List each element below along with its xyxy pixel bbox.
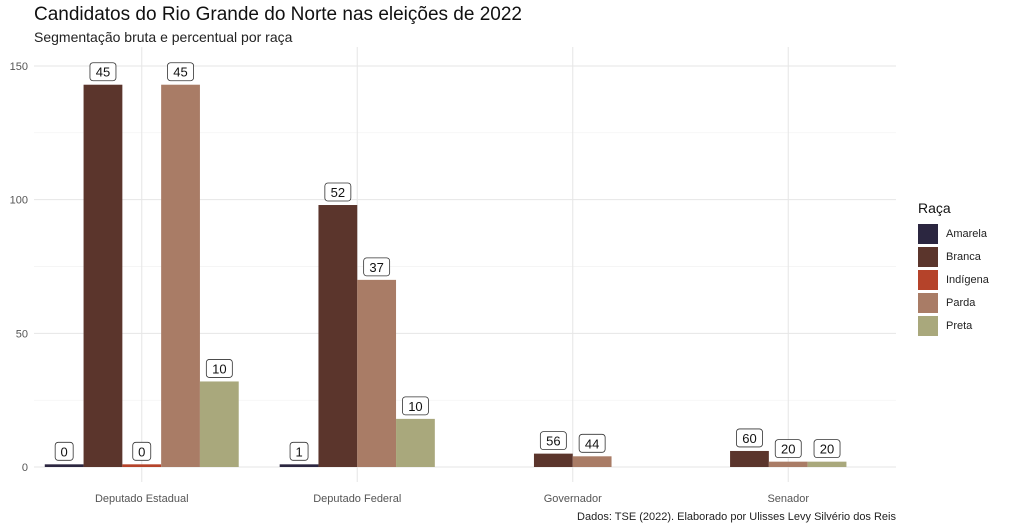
x-tick-label: Senador — [767, 493, 809, 505]
chart-caption: Dados: TSE (2022). Elaborado por Ulisses… — [577, 511, 896, 523]
data-label: 60 — [742, 431, 756, 446]
data-label-box — [89, 62, 117, 82]
bar — [122, 464, 162, 467]
y-tick-label: 50 — [16, 328, 28, 340]
bar — [199, 381, 239, 467]
bar — [161, 84, 200, 468]
data-label: 52 — [331, 185, 345, 200]
legend-item: Preta — [918, 314, 989, 337]
bar — [768, 461, 808, 467]
bar — [807, 461, 847, 467]
data-label-box — [205, 359, 233, 378]
data-label: 45 — [173, 65, 187, 80]
data-label: 56 — [546, 434, 560, 449]
data-label-box — [289, 441, 309, 461]
data-label-box — [813, 439, 841, 459]
chart-title: Candidatos do Rio Grande do Norte nas el… — [34, 4, 522, 25]
data-label-box — [774, 439, 802, 459]
data-label: 44 — [585, 436, 599, 451]
legend-item: Amarela — [918, 222, 989, 245]
data-label-box — [167, 62, 194, 82]
data-label: 37 — [369, 260, 383, 275]
data-label: 0 — [138, 444, 145, 459]
data-label-box — [363, 257, 391, 277]
bar — [357, 279, 397, 467]
legend-item: Parda — [918, 291, 989, 314]
x-tick-label: Governador — [544, 493, 602, 505]
data-label: 0 — [61, 444, 68, 459]
legend-item: Indígena — [918, 268, 989, 291]
legend-label: Amarela — [946, 227, 987, 240]
legend-key — [918, 269, 938, 290]
chart-subtitle: Segmentação bruta e percentual por raça — [34, 29, 293, 45]
data-label: 10 — [408, 399, 422, 414]
bar — [572, 456, 612, 467]
bar — [44, 464, 84, 467]
x-tick-label: Deputado Federal — [313, 493, 401, 505]
y-tick-label: 150 — [10, 61, 28, 73]
legend-key — [918, 292, 938, 313]
legend-key — [918, 315, 938, 336]
legend: Raça Amarela Branca Indígena Parda Preta — [918, 200, 989, 337]
legend-title: Raça — [918, 200, 951, 216]
legend-label: Preta — [946, 319, 973, 332]
data-label: 20 — [781, 442, 795, 457]
bar — [533, 453, 573, 467]
data-label-box — [736, 428, 763, 448]
y-tick-label: 100 — [10, 195, 28, 207]
data-label-box — [578, 433, 606, 453]
y-tick-label: 0 — [22, 462, 28, 474]
bar — [730, 450, 769, 467]
data-label: 45 — [96, 65, 110, 80]
data-label: 1 — [295, 444, 302, 459]
bar — [318, 205, 358, 467]
bar — [279, 464, 319, 467]
data-label-box — [402, 396, 429, 416]
data-label-box — [54, 441, 74, 461]
data-label-box — [132, 441, 152, 461]
legend-label: Indígena — [946, 273, 989, 286]
data-label-box — [324, 182, 352, 202]
legend-label: Parda — [946, 296, 976, 309]
bar — [83, 84, 123, 468]
data-label: 20 — [820, 442, 834, 457]
legend-key — [918, 246, 938, 267]
legend-key — [918, 223, 938, 244]
bar — [396, 418, 435, 467]
data-label: 10 — [212, 361, 226, 376]
data-label-box — [539, 431, 567, 451]
legend-label: Branca — [946, 250, 981, 263]
legend-item: Branca — [918, 245, 989, 268]
x-tick-label: Deputado Estadual — [95, 493, 189, 505]
